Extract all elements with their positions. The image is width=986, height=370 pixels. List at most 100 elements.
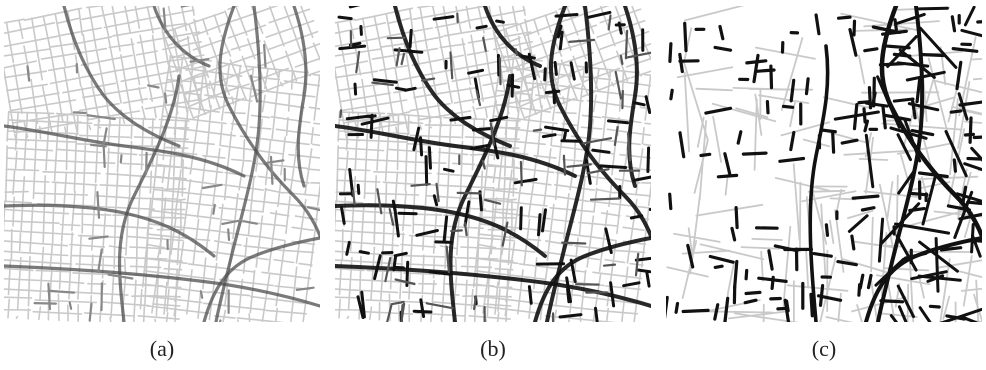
street <box>644 74 651 121</box>
street <box>335 288 399 294</box>
street <box>278 249 315 254</box>
highlighted-street <box>871 25 902 34</box>
highlighted-street <box>556 24 563 39</box>
street <box>180 6 188 32</box>
highlighted-street <box>963 6 976 27</box>
street <box>711 102 777 123</box>
street <box>4 296 33 299</box>
map-panel-c <box>666 6 982 322</box>
street <box>533 18 540 36</box>
street <box>616 50 629 82</box>
street <box>221 83 250 94</box>
street <box>312 42 320 62</box>
street <box>308 74 312 77</box>
street <box>72 114 78 133</box>
street <box>4 145 8 202</box>
highlighted-street <box>864 133 875 189</box>
highlighted-street <box>765 100 770 115</box>
street <box>349 19 355 40</box>
street <box>6 147 54 152</box>
street <box>513 119 518 156</box>
highlighted-street <box>644 95 651 114</box>
highlighted-street <box>963 162 982 172</box>
street <box>42 175 46 244</box>
street <box>90 254 94 295</box>
highlighted-street <box>614 70 622 100</box>
highlighted-street <box>554 13 579 18</box>
street <box>246 38 256 60</box>
highlighted-street <box>632 175 651 182</box>
street <box>504 28 512 46</box>
street <box>823 96 872 110</box>
highlighted-street <box>408 28 413 49</box>
street <box>335 240 400 247</box>
street <box>510 57 515 76</box>
highlighted-street <box>804 77 810 96</box>
street <box>68 232 74 300</box>
street <box>285 116 289 137</box>
highlighted-street <box>743 298 758 305</box>
street <box>753 98 758 171</box>
street <box>560 59 578 101</box>
street <box>515 109 520 143</box>
street <box>951 106 982 115</box>
street <box>676 66 734 79</box>
street <box>153 188 228 198</box>
highlighted-street <box>562 154 567 176</box>
street <box>567 317 617 322</box>
street <box>957 81 971 149</box>
street <box>337 83 379 92</box>
street <box>468 315 511 320</box>
highlighted-street <box>634 256 651 262</box>
street <box>209 250 269 261</box>
highlighted-street <box>939 307 982 322</box>
street <box>34 299 97 304</box>
street <box>569 278 575 314</box>
street <box>151 265 160 314</box>
highlighted-street <box>769 64 774 90</box>
highlighted-street <box>741 151 768 156</box>
highlighted-street <box>26 65 31 82</box>
street <box>413 223 484 230</box>
highlighted-street <box>478 190 483 212</box>
street <box>554 184 595 191</box>
street <box>755 46 816 60</box>
street <box>51 56 64 123</box>
street <box>760 250 764 282</box>
street <box>82 223 153 230</box>
highlighted-street <box>857 100 870 105</box>
highlighted-street <box>88 235 109 240</box>
street <box>80 161 116 164</box>
street <box>5 22 15 64</box>
highlighted-street <box>442 215 449 243</box>
street <box>851 296 907 313</box>
street <box>485 175 552 186</box>
street <box>5 179 50 183</box>
highlighted-road <box>4 124 246 178</box>
street <box>277 180 282 208</box>
highlighted-street <box>97 248 103 274</box>
street <box>858 158 889 161</box>
highlighted-street <box>851 194 880 200</box>
highlighted-street <box>501 221 509 247</box>
highlighted-street <box>915 78 922 104</box>
highlighted-street <box>607 14 612 31</box>
street <box>275 128 320 137</box>
street <box>54 13 66 67</box>
street <box>197 289 202 319</box>
street <box>203 302 266 311</box>
street <box>459 140 464 194</box>
highlighted-street <box>527 285 533 305</box>
highlighted-street <box>445 245 450 274</box>
highlighted-street <box>212 203 216 215</box>
highlighted-street <box>852 103 859 131</box>
street <box>608 180 613 208</box>
highlighted-street <box>604 227 613 255</box>
street <box>71 291 129 296</box>
highlighted-street <box>562 131 567 142</box>
street <box>683 62 709 141</box>
highlighted-street <box>960 28 982 38</box>
highlighted-street <box>840 138 859 145</box>
street <box>163 281 168 315</box>
street <box>156 234 163 261</box>
